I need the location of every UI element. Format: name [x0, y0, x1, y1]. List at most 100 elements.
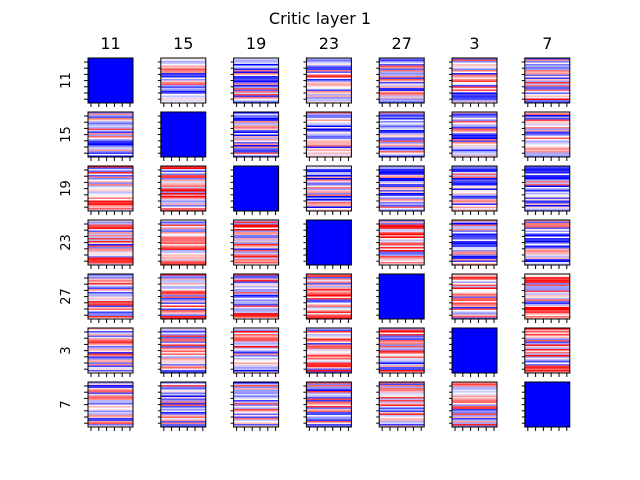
heatmap-stripe: [160, 97, 206, 99]
heatmap-stripe: [452, 100, 497, 102]
heatmap-stripe: [379, 362, 425, 365]
heatmap-stripe: [452, 154, 497, 156]
heatmap-stripe: [306, 140, 352, 143]
heatmap-stripe: [452, 256, 497, 258]
heatmap-stripe: [524, 340, 570, 342]
heatmap-stripe: [88, 149, 133, 152]
heatmap-stripe: [524, 62, 570, 65]
heatmap-stripe: [452, 181, 497, 183]
heatmap-stripe: [88, 137, 133, 140]
heatmap-stripe: [379, 148, 425, 150]
row-label: 27: [59, 288, 74, 305]
heatmap-stripe: [452, 143, 497, 146]
heatmap-stripe: [379, 137, 425, 140]
heatmap-stripe: [452, 167, 497, 170]
heatmap-stripe: [233, 392, 279, 395]
heatmap-stripe: [306, 385, 352, 387]
heatmap-stripe: [160, 203, 206, 206]
heatmap-stripe: [88, 206, 133, 209]
heatmap-stripe: [88, 397, 133, 399]
heatmap-stripe: [306, 133, 352, 135]
heatmap-stripe: [306, 289, 352, 291]
heatmap-stripe: [306, 148, 352, 150]
heatmap-stripe: [306, 418, 352, 420]
heatmap-stripe: [88, 328, 133, 330]
heatmap-stripe: [306, 370, 352, 372]
heatmap-stripe: [306, 155, 352, 158]
heatmap-stripe: [306, 400, 352, 402]
heatmap-stripe: [524, 245, 570, 248]
heatmap-stripe: [379, 367, 425, 369]
column-label: 3: [469, 34, 479, 53]
heatmap-stripe: [524, 140, 570, 143]
heatmap-stripe: [160, 421, 206, 423]
heatmap-stripe: [524, 170, 570, 173]
heatmap-stripe: [524, 359, 570, 362]
heatmap-stripe: [452, 58, 497, 60]
heatmap-stripe: [306, 65, 352, 68]
heatmap-stripe: [306, 328, 352, 330]
heatmap-stripe: [160, 296, 206, 299]
heatmap-panel: [303, 381, 352, 431]
heatmap-panel: [449, 273, 498, 323]
heatmap-stripe: [379, 205, 425, 207]
heatmap-stripe: [524, 118, 570, 120]
heatmap-stripe: [452, 151, 497, 153]
heatmap-stripe: [233, 337, 279, 339]
heatmap-stripe: [452, 422, 497, 425]
heatmap-stripe: [306, 344, 352, 347]
heatmap-stripe: [452, 283, 497, 285]
heatmap-stripe: [452, 133, 497, 135]
heatmap-stripe: [160, 340, 206, 342]
heatmap-stripe: [306, 355, 352, 357]
heatmap-stripe: [233, 244, 279, 246]
heatmap-stripe: [233, 349, 279, 351]
heatmap-stripe: [452, 112, 497, 114]
heatmap-stripe: [88, 244, 133, 246]
heatmap-stripe: [233, 154, 279, 156]
heatmap-stripe: [233, 283, 279, 285]
row-label: 19: [59, 180, 74, 197]
heatmap-stripe: [88, 205, 133, 207]
heatmap-stripe: [379, 365, 425, 368]
heatmap-stripe: [88, 296, 133, 299]
heatmap-panel: [84, 327, 134, 377]
heatmap-stripe: [524, 179, 570, 182]
heatmap-stripe: [524, 178, 570, 180]
heatmap-stripe: [233, 71, 279, 74]
heatmap-stripe: [160, 346, 206, 348]
heatmap-stripe: [452, 389, 497, 392]
heatmap-stripe: [379, 71, 425, 74]
heatmap-panel: [230, 57, 280, 107]
heatmap-stripe: [306, 337, 352, 339]
heatmap-stripe: [160, 68, 206, 71]
heatmap-stripe: [452, 70, 497, 72]
heatmap-stripe: [233, 335, 279, 338]
heatmap-stripe: [524, 115, 570, 117]
heatmap-stripe: [306, 154, 352, 156]
heatmap-stripe: [306, 208, 352, 210]
heatmap-stripe: [160, 394, 206, 396]
heatmap-stripe: [306, 172, 352, 174]
heatmap-stripe: [379, 98, 425, 101]
heatmap-stripe: [160, 286, 206, 288]
heatmap-stripe: [88, 359, 133, 362]
heatmap-stripe: [306, 392, 352, 395]
heatmap-stripe: [524, 154, 570, 156]
heatmap-stripe: [160, 293, 206, 296]
heatmap-stripe: [452, 152, 497, 155]
heatmap-stripe: [88, 413, 133, 416]
heatmap-stripe: [524, 122, 570, 125]
heatmap-stripe: [88, 362, 133, 365]
heatmap-stripe: [160, 419, 206, 422]
heatmap-stripe: [452, 254, 497, 257]
heatmap-stripe: [233, 242, 279, 245]
heatmap-stripe: [88, 154, 133, 156]
heatmap-stripe: [88, 155, 133, 158]
heatmap-stripe: [379, 242, 425, 245]
heatmap-stripe: [306, 308, 352, 311]
heatmap-stripe: [160, 259, 206, 261]
heatmap-stripe: [160, 280, 206, 282]
heatmap-stripe: [88, 281, 133, 284]
heatmap-stripe: [88, 242, 133, 245]
